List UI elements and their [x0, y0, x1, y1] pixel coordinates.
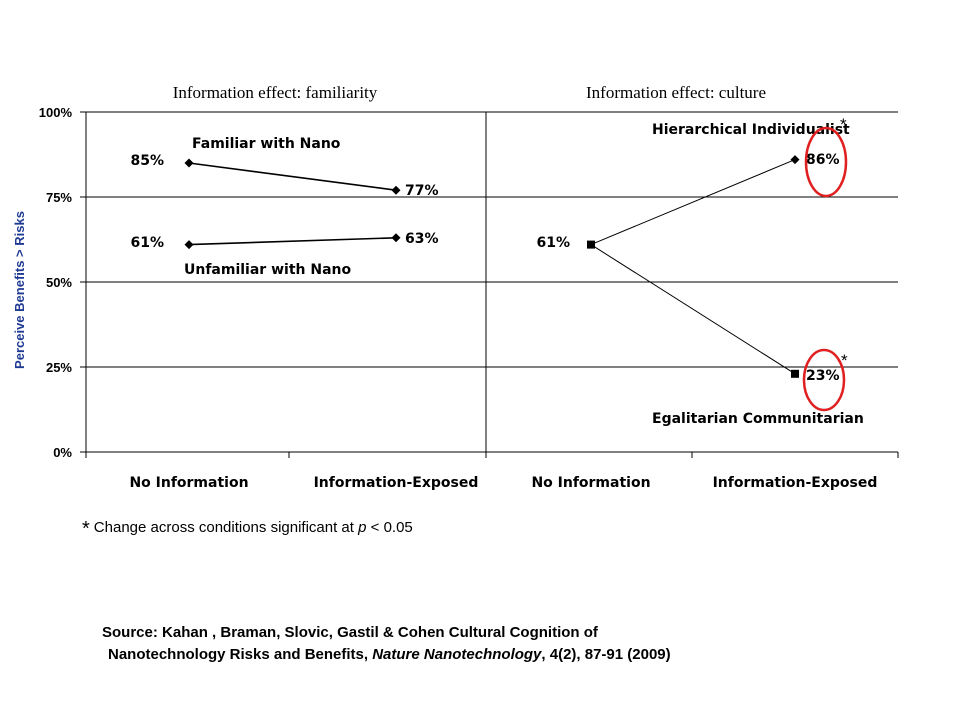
- data-label-culture-no-info: 61%: [536, 235, 570, 251]
- panel-title-culture: Information effect: culture: [586, 83, 766, 102]
- series-line-p2-0: [590, 159, 796, 246]
- data-point-p2-start: [587, 240, 595, 249]
- data-label-familiar-no-info: 85%: [130, 153, 164, 169]
- data-point-p1-s0-0: [184, 158, 194, 168]
- y-tick-label-1: 25%: [46, 360, 72, 375]
- data-point-p2-s0-1: [790, 155, 800, 165]
- series-line-p1-1: [188, 237, 397, 246]
- x-category-label-p2-1: Information-Exposed: [713, 475, 878, 491]
- x-category-label-p2-0: No Information: [531, 475, 650, 491]
- data-point-p1-s0-1: [391, 185, 401, 195]
- series-name-egalitarian: Egalitarian Communitarian: [652, 411, 864, 427]
- data-label-hierarchical-exposed: 86%: [806, 152, 840, 168]
- source-line-1: Source: Kahan , Braman, Slovic, Gastil &…: [102, 624, 598, 641]
- highlight-circle-egalitarian: [802, 348, 846, 412]
- source-citation: Source: Kahan , Braman, Slovic, Gastil &…: [102, 622, 671, 666]
- footnote-p: p: [358, 519, 367, 536]
- footnote-text: Change across conditions significant at: [93, 519, 359, 536]
- data-label-unfamiliar-exposed: 63%: [405, 231, 439, 247]
- series-line-p1-0: [188, 162, 397, 191]
- x-category-label-p1-1: Information-Exposed: [314, 475, 479, 491]
- x-category-labels: No Information Information-Exposed No Info…: [129, 475, 877, 491]
- significance-star-egalitarian: *: [841, 351, 848, 370]
- data-label-egalitarian-exposed: 23%: [806, 368, 840, 384]
- gridlines: [86, 111, 898, 368]
- y-tick-label-2: 50%: [46, 275, 72, 290]
- y-tick-labels: 0% 25% 50% 75% 100%: [39, 105, 73, 460]
- data-label-familiar-exposed: 77%: [405, 183, 439, 199]
- data-point-p1-s1-0: [184, 240, 194, 250]
- series-name-hierarchical: Hierarchical Individualist: [652, 122, 850, 138]
- significance-star-hierarchical: *: [840, 115, 847, 134]
- source-article-title: Nanotechnology Risks and Benefits,: [108, 646, 373, 663]
- source-line-2: Nanotechnology Risks and Benefits, Natur…: [102, 644, 671, 666]
- axes: [80, 111, 899, 458]
- data-label-unfamiliar-no-info: 61%: [130, 235, 164, 251]
- data-point-p2-s1-1: [791, 369, 799, 378]
- source-volume: , 4(2), 87-91 (2009): [541, 646, 671, 663]
- panel-title-familiarity: Information effect: familiarity: [173, 83, 378, 102]
- footnote-star: *: [82, 518, 90, 540]
- footnote-threshold: < 0.05: [366, 519, 413, 536]
- y-axis-label: Perceive Benefits > Risks: [12, 211, 27, 369]
- data-point-p1-s1-1: [391, 233, 401, 243]
- source-journal: Nature Nanotechnology: [372, 646, 542, 663]
- x-category-label-p1-0: No Information: [129, 475, 248, 491]
- y-tick-label-4: 100%: [39, 105, 73, 120]
- significance-footnote: * Change across conditions significant at…: [82, 518, 413, 541]
- series-name-familiar: Familiar with Nano: [192, 136, 341, 152]
- series-line-p2-1: [590, 244, 796, 375]
- series-name-unfamiliar: Unfamiliar with Nano: [184, 262, 351, 278]
- y-tick-label-0: 0%: [53, 445, 72, 460]
- y-tick-label-3: 75%: [46, 190, 72, 205]
- series-marks: [184, 155, 800, 378]
- highlight-circle-hierarchical: [804, 126, 848, 198]
